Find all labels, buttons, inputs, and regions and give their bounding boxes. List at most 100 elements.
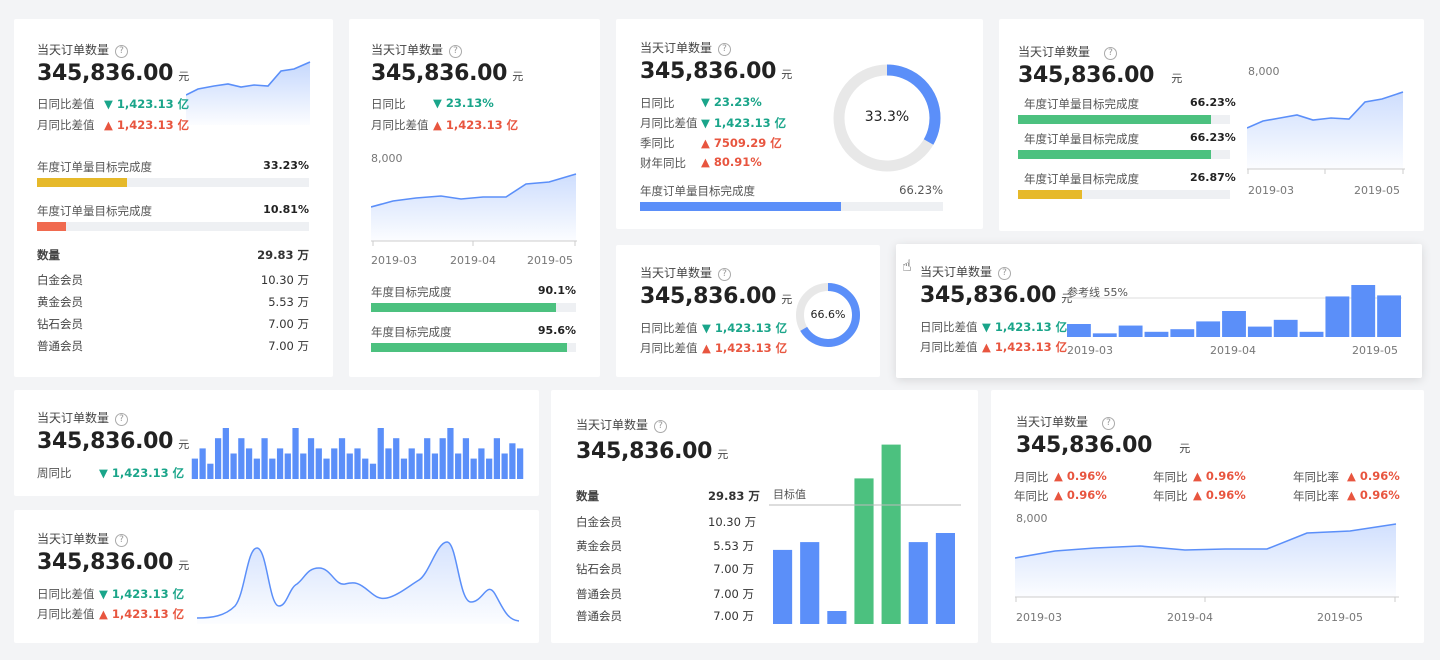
bar [214, 438, 222, 479]
progress-1-bar [371, 303, 576, 312]
metric-quarter-value: ▲ 7509.29 亿 [701, 136, 782, 150]
progress-1-value: 33.23% [263, 159, 309, 172]
metric-month-value: ▲ 1,423.13 亿 [104, 118, 190, 132]
bar [315, 448, 322, 479]
bar [881, 444, 901, 624]
table-head-value: 29.83 万 [257, 248, 309, 262]
help-icon[interactable]: ? [718, 43, 732, 56]
metric-day-value: ▼ 23.23% [701, 95, 762, 109]
progress-1-label: 年度目标完成度 [371, 285, 452, 299]
area-chart [371, 173, 577, 246]
metric-month-label: 月同比差值 [640, 341, 698, 355]
progress-1-label: 年度订单量目标完成度 [1024, 97, 1139, 111]
table-row-label: 普通会员 [576, 587, 622, 601]
metric-fiscal-label: 财年同比 [640, 156, 686, 170]
table-row-label: 白金会员 [37, 273, 83, 287]
progress-2-fill [1018, 150, 1211, 159]
bar [431, 453, 439, 479]
table-row-value: 10.30 万 [260, 273, 309, 287]
x-tick-label: 2019-05 [1354, 184, 1400, 197]
bar [245, 448, 253, 479]
amount: 345,836.00 元 [37, 61, 190, 86]
donut-label: 33.3% [864, 109, 910, 125]
bar [773, 549, 793, 624]
bar [354, 448, 361, 479]
metric-value: ▲ 0.96% [1347, 469, 1400, 483]
bar [400, 458, 408, 479]
progress-2-bar [371, 343, 576, 352]
metric-label: 年同比 [1014, 489, 1049, 503]
hand-cursor-icon: ☝ [902, 256, 912, 275]
metric-day-label: 日同比 [371, 97, 406, 111]
help-icon[interactable]: ? [998, 267, 1012, 280]
bar [276, 448, 284, 479]
progress-1-fill [371, 303, 556, 312]
bar [439, 438, 446, 479]
card-order-summary-7: 当天订单数量? 345,836.00 元 周同比 ▼ 1,423.13 亿 [14, 390, 539, 496]
table-head-value: 29.83 万 [708, 489, 760, 503]
help-icon[interactable]: ? [654, 420, 668, 433]
table-row-value: 5.53 万 [268, 295, 309, 309]
bar [800, 542, 820, 624]
progress-2-label: 年度订单量目标完成度 [1024, 132, 1139, 146]
metric-value: ▲ 0.96% [1054, 469, 1107, 483]
donut-label: 66.6% [810, 308, 846, 321]
bar [238, 438, 245, 479]
card-order-summary-6[interactable]: ☝ 当天订单数量? 345,836.00 元 日同比差值 ▼ 1,423.13 … [896, 244, 1422, 378]
progress-2-label: 年度目标完成度 [371, 325, 452, 339]
bar [1299, 331, 1324, 337]
card-title: 当天订单数量? [371, 41, 463, 58]
help-icon[interactable]: ? [718, 268, 732, 281]
card-order-summary-10: 当天订单数量? 345,836.00 元 月同比 ▲ 0.96% 年同比 ▲ 0… [991, 390, 1424, 643]
metric-day-label: 日同比差值 [37, 587, 95, 601]
progress-2-bar [37, 222, 309, 231]
card-title: 当天订单数量? [1016, 413, 1116, 430]
metric-day-value: ▼ 1,423.13 亿 [104, 97, 190, 111]
bar [1118, 325, 1143, 337]
metric-month-label: 月同比差值 [920, 340, 978, 354]
metric-month-value: ▲ 1,423.13 亿 [99, 607, 185, 621]
card-order-summary-3: 当天订单数量? 345,836.00 元 日同比 ▼ 23.23% 月同比差值 … [616, 19, 983, 229]
bar [292, 428, 299, 479]
bar [462, 438, 470, 479]
card-order-summary-2: 当天订单数量? 345,836.00 元 日同比 ▼ 23.13% 月同比差值 … [349, 19, 600, 377]
bar [331, 448, 338, 479]
help-icon[interactable]: ? [115, 413, 129, 426]
help-icon[interactable]: ? [1104, 47, 1118, 60]
card-title: 当天订单数量? [640, 39, 732, 56]
progress-1-label: 年度订单量目标完成度 [37, 160, 152, 174]
metric-month-value: ▲ 1,423.13 亿 [702, 341, 788, 355]
bar [455, 453, 462, 479]
x-tick-label: 2019-05 [1317, 611, 1363, 624]
bar [416, 453, 423, 479]
card-title: 当天订单数量? [920, 263, 1012, 280]
metric-day-value: ▼ 1,423.13 亿 [982, 320, 1068, 334]
table-row-label: 普通会员 [576, 609, 622, 623]
card-order-summary-1: 当天订单数量? 345,836.00 元 日同比差值 ▼ 1,423.13 亿 … [14, 19, 333, 377]
metric-value: ▲ 0.96% [1193, 488, 1246, 502]
sparkline-chart [186, 61, 311, 125]
bar [470, 458, 477, 479]
amount: 345,836.00 元 [1018, 63, 1183, 88]
bar [300, 453, 307, 479]
metric-day-value: ▼ 23.13% [433, 96, 494, 110]
help-icon[interactable]: ? [115, 534, 129, 547]
x-tick-label: 2019-04 [1210, 344, 1256, 357]
table-row-value: 5.53 万 [713, 539, 754, 553]
bar [447, 428, 454, 479]
bar [230, 453, 237, 479]
metric-day-value: ▼ 1,423.13 亿 [99, 587, 185, 601]
bar [377, 428, 384, 479]
y-tick-label: 8,000 [1016, 512, 1048, 525]
amount: 345,836.00 元 [371, 61, 524, 86]
metric-fiscal-value: ▲ 80.91% [701, 155, 762, 169]
help-icon[interactable]: ? [1102, 417, 1116, 430]
help-icon[interactable]: ? [115, 45, 129, 58]
bar [323, 458, 330, 479]
progress-2-label: 年度订单量目标完成度 [37, 204, 152, 218]
help-icon[interactable]: ? [449, 45, 463, 58]
progress-2-fill [371, 343, 567, 352]
bar [199, 448, 206, 479]
donut-chart [796, 283, 860, 347]
bar [284, 453, 291, 479]
